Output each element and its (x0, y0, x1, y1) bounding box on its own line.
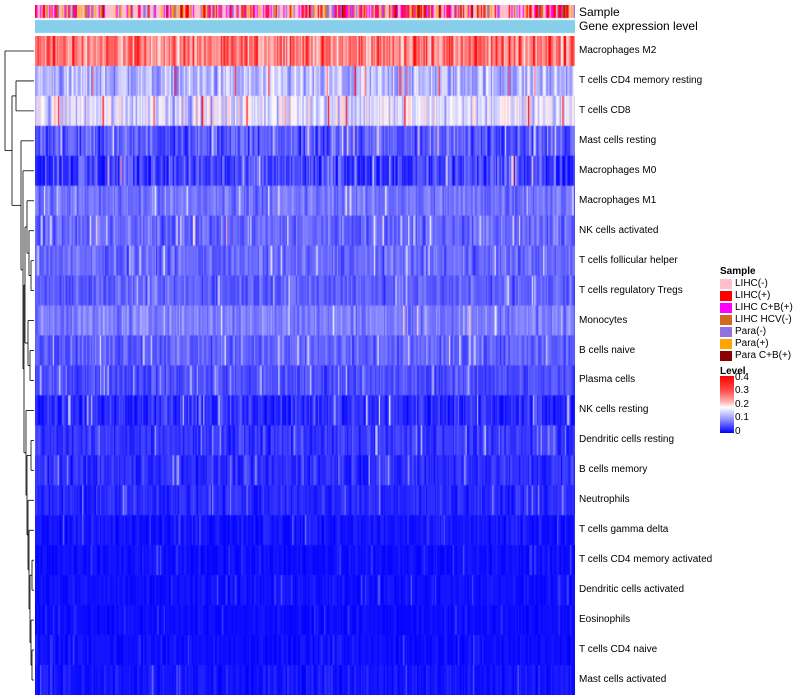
row-label: Macrophages M0 (579, 164, 657, 176)
row-label: Neutrophils (579, 494, 630, 506)
row-label: T cells CD4 memory activated (579, 554, 713, 566)
level-tick: 0.1 (735, 412, 749, 423)
row-label: T cells gamma delta (579, 524, 669, 536)
legend-swatch (720, 303, 732, 313)
legend-swatch (720, 351, 732, 361)
row-label: T cells follicular helper (579, 254, 678, 266)
row-label: B cells memory (579, 464, 648, 476)
legend-item: LIHC HCV(-) (720, 314, 800, 326)
legend-item: Para C+B(+) (720, 350, 800, 362)
legend-item: Para(-) (720, 326, 800, 338)
row-label: Mast cells resting (579, 134, 657, 146)
legend-item: LIHC(+) (720, 290, 800, 302)
row-label: Plasma cells (579, 374, 636, 386)
sample-legend-items: LIHC(-) LIHC(+) LIHC C+B(+) LIHC HCV(-) Para… (720, 278, 800, 362)
legend-label: Para C+B(+) (735, 350, 792, 361)
legend-swatch (720, 291, 732, 301)
legend: Sample LIHC(-) LIHC(+) LIHC C+B(+) LIHC HCV… (720, 266, 800, 440)
legend-item: Para(+) (720, 338, 800, 350)
legend-label: Para(-) (735, 326, 767, 337)
level-tick: 0.3 (735, 385, 749, 396)
legend-label: LIHC(-) (735, 278, 768, 289)
level-legend-title: Level (720, 366, 746, 377)
heatmap-grid (35, 36, 575, 695)
legend-label: Para(+) (735, 338, 769, 349)
row-dendrogram (4, 50, 34, 681)
legend-swatch (720, 339, 732, 349)
row-label: Macrophages M1 (579, 194, 657, 206)
row-label: NK cells activated (579, 224, 659, 236)
row-label: Eosinophils (579, 614, 631, 626)
annotation-bars (35, 5, 575, 35)
sample-annotation-label: Sample (579, 5, 620, 19)
row-label: Macrophages M2 (579, 44, 657, 56)
row-label: Dendritic cells resting (579, 434, 675, 446)
legend-label: LIHC HCV(-) (735, 314, 792, 325)
sample-legend-title: Sample (720, 266, 756, 277)
legend-label: LIHC C+B(+) (735, 302, 793, 313)
row-label: T cells regulatory Tregs (579, 284, 683, 296)
level-legend: Level 0.4 0.3 0.2 0.1 0 (720, 366, 800, 440)
legend-item: LIHC(-) (720, 278, 800, 290)
level-tick: 0.2 (735, 399, 749, 410)
legend-item: LIHC C+B(+) (720, 302, 800, 314)
row-label: T cells CD4 memory resting (579, 74, 703, 86)
row-label: Dendritic cells activated (579, 584, 685, 596)
row-label: T cells CD4 naive (579, 644, 658, 656)
legend-label: LIHC(+) (735, 290, 771, 301)
gene-annotation-label: Gene expression level (579, 19, 698, 33)
legend-swatch (720, 327, 732, 337)
legend-swatch (720, 279, 732, 289)
row-label: B cells naive (579, 344, 636, 356)
row-label: NK cells resting (579, 404, 649, 416)
row-label: Monocytes (579, 314, 628, 326)
level-tick: 0 (735, 426, 741, 437)
legend-swatch (720, 315, 732, 325)
row-label: T cells CD8 (579, 104, 631, 116)
level-colorbar (720, 376, 734, 433)
level-tick: 0.4 (735, 372, 749, 383)
row-label: Mast cells activated (579, 674, 667, 686)
